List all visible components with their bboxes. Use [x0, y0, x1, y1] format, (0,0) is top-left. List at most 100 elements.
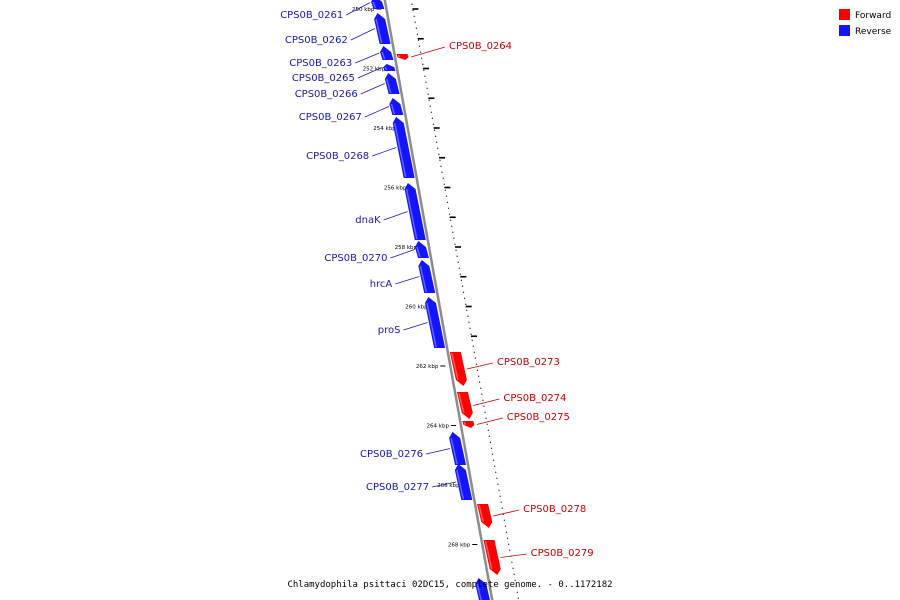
gene-arrow[interactable] — [424, 297, 446, 348]
gene-label[interactable]: hrcA — [370, 279, 393, 290]
gene-arrow[interactable] — [392, 117, 415, 178]
minor-tick — [412, 9, 414, 11]
gene-highlight — [384, 66, 388, 71]
minor-tick — [489, 441, 492, 443]
gene-arrow[interactable] — [462, 421, 475, 428]
scale-label: 268 kbp — [448, 543, 471, 549]
gene-label[interactable]: CPS0B_0276 — [360, 449, 423, 460]
gene-arrow[interactable] — [389, 98, 404, 115]
gene-feature[interactable] — [483, 540, 501, 575]
gene-feature[interactable] — [383, 64, 396, 71]
gene-highlight — [381, 51, 386, 60]
minor-tick — [441, 171, 443, 173]
gene-arrow[interactable] — [449, 352, 467, 386]
gene-label[interactable]: CPS0B_0279 — [531, 548, 594, 559]
scale-label: 262 kbp — [416, 364, 439, 370]
gene-label[interactable]: CPS0B_0268 — [306, 151, 369, 162]
minor-tick — [458, 267, 460, 269]
gene-arrow[interactable] — [477, 504, 493, 528]
gene-arrow[interactable] — [383, 64, 396, 71]
gene-feature[interactable] — [371, 0, 385, 9]
gene-arrow[interactable] — [456, 392, 473, 419]
legend-forward-label: Forward — [855, 11, 891, 21]
gene-feature[interactable] — [456, 392, 473, 419]
gene-label[interactable]: CPS0B_0262 — [285, 35, 348, 46]
gene-arrow[interactable] — [404, 183, 426, 240]
gene-feature[interactable] — [449, 352, 467, 386]
gene-feature[interactable] — [477, 504, 493, 528]
minor-tick — [445, 195, 448, 197]
gene-label[interactable]: CPS0B_0265 — [292, 73, 355, 84]
minor-tick — [476, 369, 479, 371]
gene-feature[interactable] — [414, 241, 429, 258]
minor-tick — [472, 345, 474, 347]
gene-label[interactable]: CPS0B_0273 — [497, 357, 560, 368]
minor-tick — [515, 585, 517, 587]
gene-feature[interactable] — [404, 183, 426, 240]
minor-tick — [514, 579, 516, 581]
gene-feature[interactable] — [475, 578, 491, 600]
gene-label[interactable]: CPS0B_0270 — [324, 253, 387, 264]
gene-highlight — [390, 103, 396, 115]
gene-arrow[interactable] — [475, 578, 491, 600]
gene-feature[interactable] — [449, 432, 467, 465]
gene-feature[interactable] — [396, 54, 409, 60]
minor-tick — [491, 453, 494, 455]
gene-arrow[interactable] — [371, 0, 385, 9]
gene-arrow[interactable] — [380, 46, 394, 60]
gene-label[interactable]: CPS0B_0274 — [503, 393, 566, 404]
gene-label[interactable]: CPS0B_0261 — [280, 10, 343, 21]
gene-label[interactable]: CPS0B_0278 — [523, 504, 586, 515]
gene-feature[interactable] — [380, 46, 394, 60]
gene-feature[interactable] — [424, 297, 446, 348]
gene-feature[interactable] — [374, 13, 391, 44]
scale-label: 252 kbp — [363, 67, 386, 73]
scale-label: 256 kbp — [384, 186, 407, 192]
gene-arrow[interactable] — [483, 540, 501, 575]
gene-feature[interactable] — [462, 421, 475, 428]
gene-label[interactable]: CPS0B_0263 — [289, 58, 352, 69]
minor-tick — [456, 255, 458, 257]
gene-arrow[interactable] — [396, 54, 409, 60]
minor-tick — [414, 21, 416, 23]
minor-tick — [449, 219, 452, 221]
gene-label[interactable]: CPS0B_0267 — [299, 112, 362, 123]
gene-label[interactable]: dnaK — [355, 215, 381, 226]
scale-ticks: 250 kbp 252 kbp 254 kbp 256 kbp 258 kbp 260 k… — [352, 3, 520, 599]
gene-feature[interactable] — [384, 73, 400, 94]
gene-highlight — [397, 54, 401, 58]
minor-tick — [495, 471, 497, 473]
gene-arrow[interactable] — [384, 73, 400, 94]
minor-tick — [503, 519, 506, 521]
gene-feature[interactable] — [454, 464, 473, 500]
minor-tick — [444, 189, 447, 191]
minor-tick — [434, 135, 437, 137]
minor-tick — [430, 111, 433, 113]
label-leader — [500, 553, 527, 558]
minor-tick — [492, 459, 495, 461]
minor-tick — [461, 285, 464, 287]
gene-label[interactable]: CPS0B_0277 — [366, 482, 429, 493]
minor-tick — [433, 129, 436, 131]
gene-highlight — [419, 265, 427, 293]
minor-tick — [506, 537, 509, 539]
minor-tick — [478, 381, 481, 383]
gene-arrow[interactable] — [374, 13, 391, 44]
gene-feature[interactable] — [392, 117, 415, 178]
gene-arrow[interactable] — [414, 241, 429, 258]
gene-arrow[interactable] — [449, 432, 467, 465]
gene-arrow[interactable] — [454, 464, 473, 500]
gene-highlight — [476, 583, 482, 600]
minor-tick — [516, 591, 519, 593]
gene-label[interactable]: proS — [378, 325, 401, 336]
gene-arrow[interactable] — [418, 260, 436, 293]
minor-tick — [501, 507, 503, 509]
gene-feature[interactable] — [418, 260, 436, 293]
minor-tick — [452, 231, 454, 233]
label-leader — [372, 147, 397, 157]
gene-feature[interactable] — [389, 98, 404, 115]
minor-tick — [424, 75, 426, 77]
gene-label[interactable]: CPS0B_0275 — [507, 412, 570, 423]
gene-label[interactable]: CPS0B_0264 — [449, 41, 512, 52]
gene-label[interactable]: CPS0B_0266 — [295, 89, 358, 100]
